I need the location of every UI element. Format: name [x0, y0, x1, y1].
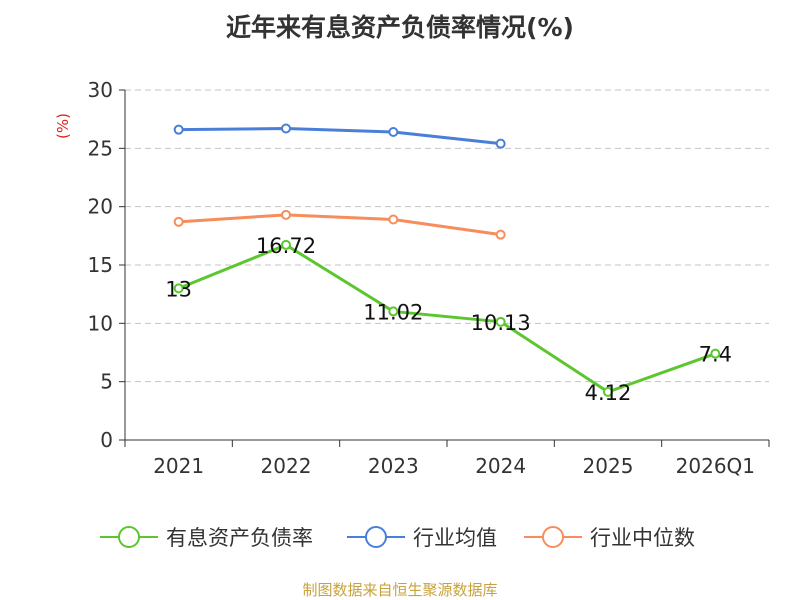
data-point [173, 124, 184, 135]
x-tick-label: 2026Q1 [676, 454, 755, 478]
data-point [173, 216, 184, 227]
x-tick-label: 2021 [153, 454, 204, 478]
data-point [388, 306, 399, 317]
legend-swatch-marker [118, 526, 140, 548]
data-label: 13 [165, 277, 192, 301]
y-axis: 0 5 10 15 20 25 30 (%) [54, 78, 126, 452]
series-line [178, 243, 716, 394]
legend-swatch-marker [365, 526, 387, 548]
chart-title: 近年来有息资产负债率情况(%) [226, 13, 574, 42]
x-axis: 2021 2022 2023 2024 2025 2026Q1 [124, 439, 770, 478]
data-point [495, 229, 506, 240]
data-point [495, 316, 506, 327]
data-point [281, 239, 291, 250]
y-tick-label: 20 [88, 195, 113, 219]
y-tick-label: 0 [100, 428, 113, 452]
data-point [388, 214, 399, 225]
series-1 [173, 123, 506, 149]
series-line [178, 127, 501, 146]
x-tick-label: 2023 [368, 454, 419, 478]
y-tick-label: 25 [88, 136, 113, 160]
data-point [603, 386, 613, 397]
data-label: 7.4 [699, 343, 732, 367]
grid-lines [125, 89, 769, 383]
legend: 有息资产负债率 行业均值 行业中位数 [100, 526, 695, 550]
legend-item: 行业均值 [347, 526, 497, 550]
legend-label: 有息资产负债率 [166, 526, 313, 550]
data-label: 16.72 [256, 234, 316, 258]
y-tick-label: 10 [88, 311, 113, 335]
data-point [388, 127, 399, 137]
data-point [710, 348, 721, 359]
legend-item: 有息资产负债率 [100, 526, 313, 550]
series-line [178, 213, 501, 237]
x-tick-label: 2022 [261, 454, 312, 478]
data-point [281, 123, 291, 134]
legend-item: 行业中位数 [524, 526, 695, 550]
data-point [495, 138, 506, 149]
data-label: 4.12 [585, 381, 632, 405]
series-0: 13 16.72 11.02 10.13 4.12 7.4 [165, 234, 732, 405]
series-2 [173, 209, 506, 240]
x-tick-label: 2024 [475, 454, 526, 478]
data-point [173, 283, 184, 294]
y-tick-label: 5 [100, 370, 113, 394]
data-label: 11.02 [363, 300, 423, 324]
y-axis-label: (%) [54, 113, 72, 139]
legend-swatch-marker [542, 526, 564, 548]
y-tick-label: 30 [88, 78, 113, 102]
source-note: 制图数据来自恒生聚源数据库 [302, 581, 498, 599]
legend-label: 行业均值 [413, 526, 497, 550]
x-tick-label: 2025 [583, 454, 634, 478]
data-label: 10.13 [471, 311, 531, 335]
data-point [281, 209, 291, 220]
legend-label: 行业中位数 [590, 526, 695, 550]
y-tick-label: 15 [88, 253, 113, 277]
